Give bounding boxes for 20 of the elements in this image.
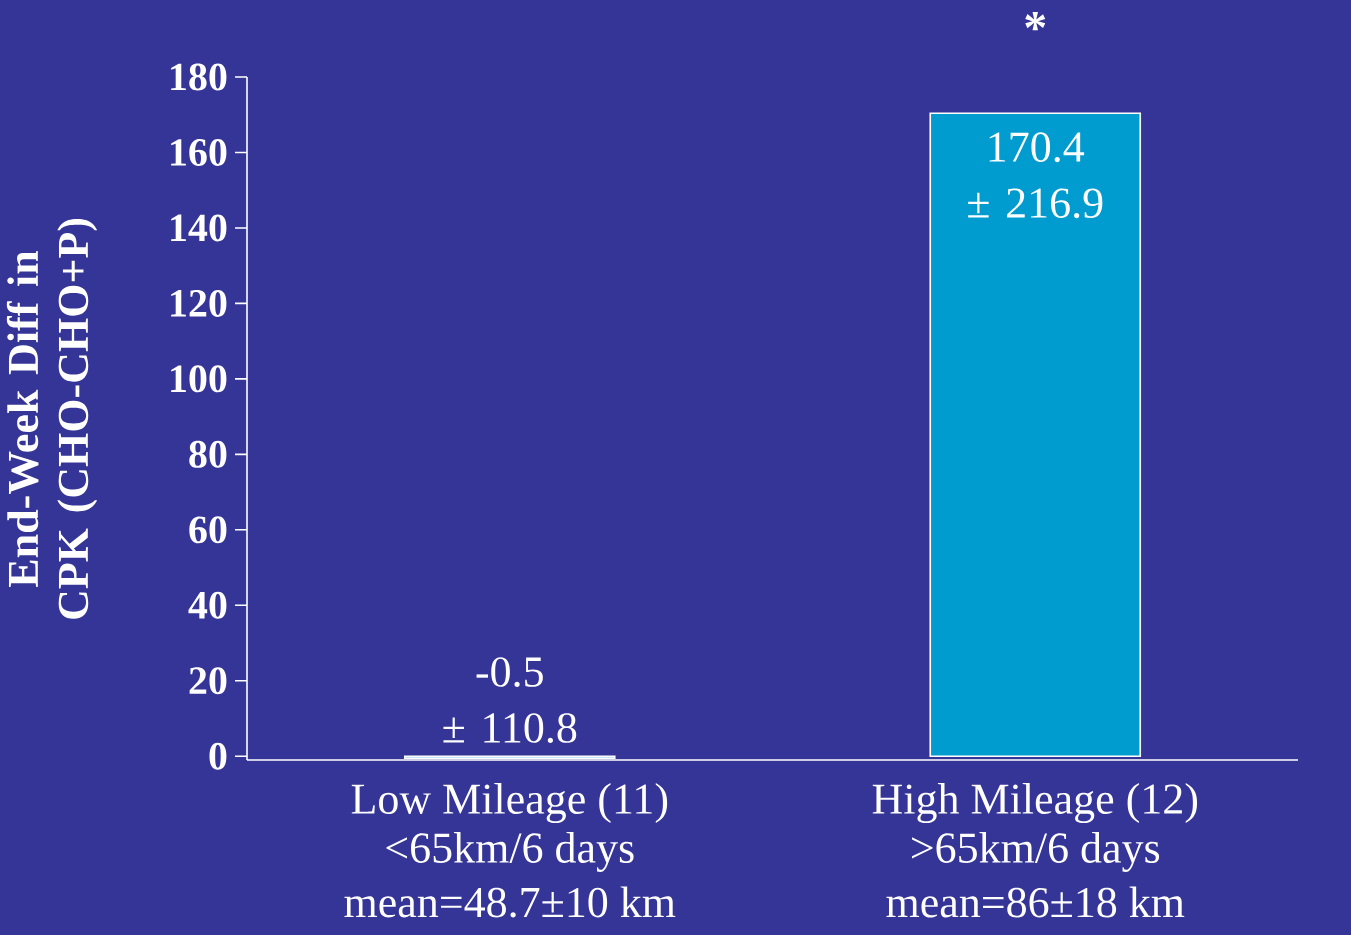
text: >65km/6 days <box>912 831 1160 873</box>
y-tick-label: 60 <box>189 516 227 544</box>
text: * <box>1025 12 1046 31</box>
y-tick-label: 20 <box>189 667 227 695</box>
y-tick-label: 120 <box>171 289 227 317</box>
text: mean=86±18 km <box>886 886 1185 918</box>
y-tick-label: 180 <box>171 63 227 91</box>
y-tick-label: 100 <box>171 365 227 393</box>
x-tick-label: Low Mileage (11) <box>351 783 668 824</box>
y-tick-label: 140 <box>171 214 227 242</box>
text: <65km/6 days <box>386 831 634 873</box>
y-tick-label: 80 <box>189 440 227 468</box>
data-label: 170.4 ± 216.9 <box>968 132 1103 219</box>
data-label: -0.5 ± 110.8 <box>443 657 577 744</box>
y-tick-label: 0 <box>209 742 227 770</box>
y-tick-label: 160 <box>171 138 227 166</box>
y-tick-label: 40 <box>188 591 227 619</box>
y-axis-title: End-Week Diff in CPK (CHO-CHO+P) <box>6 218 98 619</box>
x-tick-label: High Mileage (12) <box>872 783 1198 824</box>
text: mean=48.7±10 km <box>344 886 676 918</box>
